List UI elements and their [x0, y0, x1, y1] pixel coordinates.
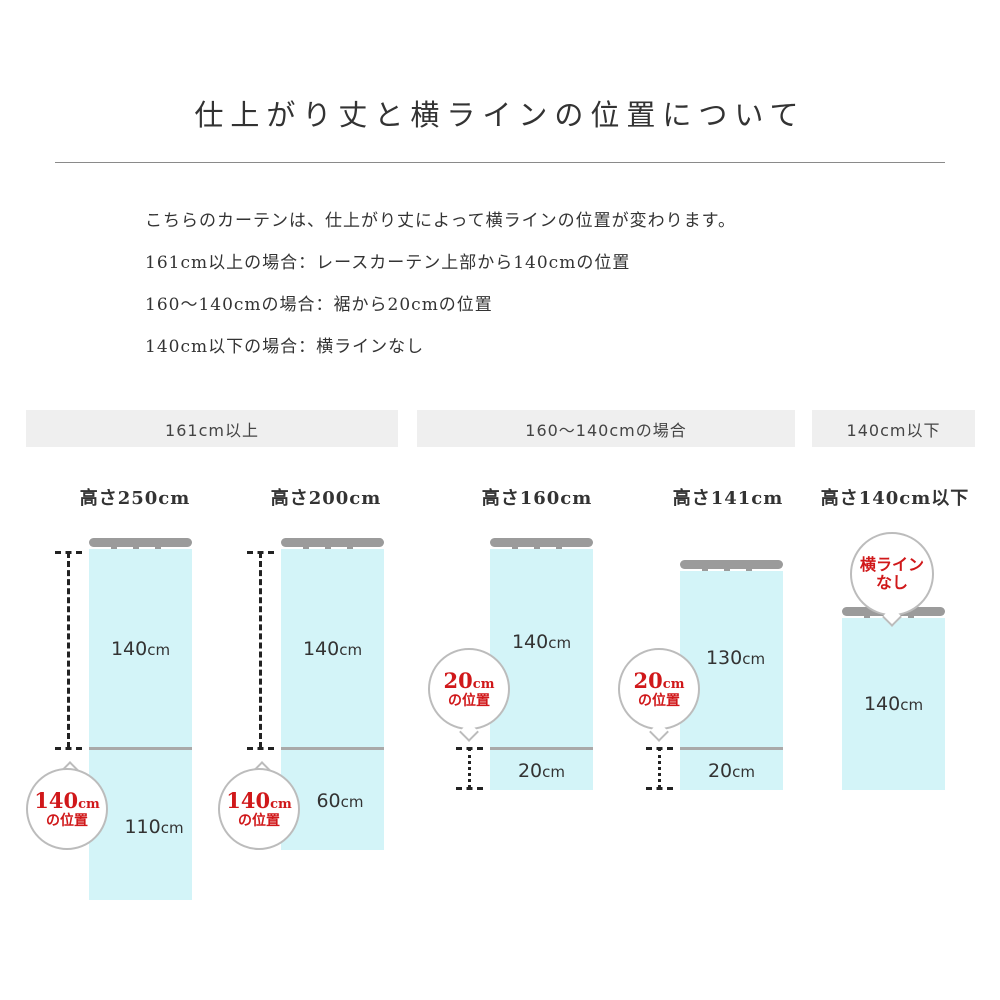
intro-line: 140cm以下の場合：横ラインなし — [145, 337, 425, 357]
curtain-diagram-250: 140cm 110cm — [89, 538, 192, 900]
horizontal-line — [281, 747, 384, 750]
segment-label-bottom: 60cm — [316, 790, 364, 812]
category-label: 140cm以下 — [846, 420, 941, 440]
curtain-fabric — [89, 549, 192, 900]
dimension-line — [658, 748, 661, 788]
dimension-line — [468, 748, 471, 788]
category-label: 160～140cmの場合 — [525, 420, 687, 440]
curtain-heading: 高さ160cm — [481, 488, 593, 509]
curtain-hook — [908, 613, 914, 621]
curtain-hook — [133, 544, 139, 552]
curtain-diagram-160: 140cm 20cm — [490, 538, 593, 790]
curtain-rail — [680, 560, 783, 569]
title-divider — [55, 162, 945, 163]
curtain-heading: 高さ141cm — [672, 488, 784, 509]
segment-label-top: 130cm — [705, 647, 766, 669]
dimension-tick-bottom — [456, 787, 483, 790]
position-bubble-140: 140cm の位置 — [218, 768, 300, 850]
curtain-hook — [155, 544, 161, 552]
horizontal-line — [680, 747, 783, 750]
horizontal-line — [89, 747, 192, 750]
segment-label-top: 140cm — [511, 631, 572, 653]
curtain-hook — [325, 544, 331, 552]
dimension-tick-bottom — [247, 747, 274, 750]
intro-line: 160～140cmの場合：裾から20cmの位置 — [145, 295, 493, 315]
segment-label-bottom: 110cm — [124, 816, 184, 838]
curtain-diagram-141: 130cm 20cm — [680, 560, 783, 790]
no-line-bubble: 横ライン なし — [850, 532, 934, 616]
position-bubble-20: 20cm の位置 — [428, 648, 510, 730]
curtain-diagram-140-below: 140cm — [842, 607, 945, 790]
curtain-heading: 高さ250cm — [79, 488, 191, 509]
dimension-line — [67, 552, 70, 748]
position-bubble-140: 140cm の位置 — [26, 768, 108, 850]
curtain-heading: 高さ140cm以下 — [820, 488, 970, 509]
segment-label-bottom: 20cm — [517, 760, 566, 782]
curtain-rail — [89, 538, 192, 547]
curtain-hook — [724, 566, 730, 574]
position-bubble-20: 20cm の位置 — [618, 648, 700, 730]
segment-label-top: 140cm — [302, 638, 363, 660]
curtain-hook — [347, 544, 353, 552]
dimension-line — [259, 552, 262, 748]
curtain-hook — [864, 613, 870, 621]
curtain-heading: 高さ200cm — [270, 488, 382, 509]
dimension-tick-bottom — [646, 787, 673, 790]
intro-text: こちらのカーテンは、仕上がり丈によって横ラインの位置が変わります。 161cm以… — [145, 200, 736, 368]
curtain-hook — [303, 544, 309, 552]
category-band-160-140: 160～140cmの場合 — [417, 410, 795, 447]
horizontal-line — [490, 747, 593, 750]
category-label: 161cm以上 — [165, 420, 259, 440]
curtain-fabric — [842, 618, 945, 790]
curtain-rail — [281, 538, 384, 547]
curtain-hook — [556, 544, 562, 552]
category-band-161-plus: 161cm以上 — [26, 410, 398, 447]
segment-label-bottom: 20cm — [707, 760, 756, 782]
intro-line: こちらのカーテンは、仕上がり丈によって横ラインの位置が変わります。 — [145, 211, 736, 231]
curtain-hook — [512, 544, 518, 552]
segment-label-top: 140cm — [110, 638, 171, 660]
curtain-rail — [490, 538, 593, 547]
category-band-140-below: 140cm以下 — [812, 410, 975, 447]
curtain-hook — [702, 566, 708, 574]
curtain-hook — [746, 566, 752, 574]
curtain-hook — [534, 544, 540, 552]
intro-line: 161cm以上の場合：レースカーテン上部から140cmの位置 — [145, 253, 631, 273]
page-title: 仕上がり丈と横ラインの位置について — [194, 98, 806, 132]
curtain-hook — [111, 544, 117, 552]
segment-label-top: 140cm — [863, 693, 924, 715]
dimension-tick-bottom — [55, 747, 82, 750]
